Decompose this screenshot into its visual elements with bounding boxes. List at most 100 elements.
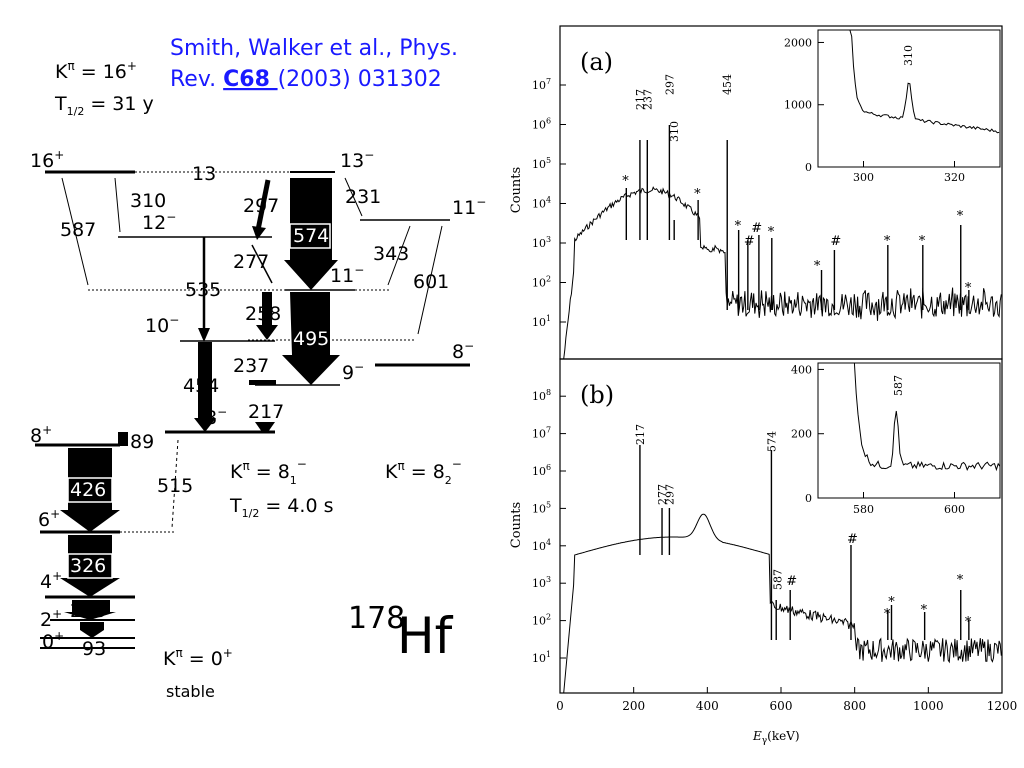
level-lines bbox=[35, 170, 470, 649]
transition-label-515: 515 bbox=[157, 475, 193, 497]
transition-515-arrow bbox=[171, 439, 179, 529]
peak-marker: * bbox=[814, 259, 821, 274]
transition-310-arrow bbox=[114, 177, 121, 233]
isotope-symbol: Hf bbox=[397, 607, 454, 665]
transition-343-arrow bbox=[387, 225, 411, 286]
transition-426-arrow bbox=[60, 448, 120, 532]
peak-marker: # bbox=[744, 234, 755, 249]
level-label-0plus: 0+ bbox=[42, 629, 64, 653]
transition-277-arrow bbox=[251, 244, 273, 284]
transition-label-535: 535 bbox=[185, 279, 221, 301]
y-tick-label: 103 bbox=[532, 235, 551, 250]
transition-label-326: 326 bbox=[70, 555, 106, 577]
panel-a-ylabel: Counts bbox=[509, 167, 524, 213]
transition-237-arrow bbox=[249, 380, 276, 385]
level-label-11minus-a: 11− bbox=[330, 263, 364, 287]
transition-label-495: 495 bbox=[293, 328, 329, 350]
y-tick-label: 106 bbox=[532, 117, 551, 132]
transition-arrows bbox=[60, 177, 443, 638]
inset-y-tick: 200 bbox=[791, 428, 812, 441]
reference-line-2: Rev. C68 (2003) 031302 bbox=[170, 67, 442, 92]
transition-label-213: 213 bbox=[70, 600, 106, 622]
transition-326-arrow bbox=[60, 535, 120, 597]
transition-454-arrow bbox=[194, 342, 216, 432]
transition-label-277: 277 bbox=[233, 251, 269, 273]
transition-93-arrow bbox=[80, 622, 104, 638]
level-label-13minus: 13− bbox=[340, 148, 374, 172]
peak-label: 217 bbox=[634, 424, 647, 445]
peak-label: 587 bbox=[771, 569, 784, 590]
y-tick-label: 102 bbox=[532, 613, 551, 628]
y-tick-label: 105 bbox=[532, 500, 551, 515]
transition-213-arrow bbox=[64, 600, 116, 620]
panel-a-inset-ticks: 0 1000 2000 300 320 bbox=[784, 36, 965, 184]
x-tick-label: 400 bbox=[696, 699, 719, 713]
panel-b-spectrum-line bbox=[562, 513, 1002, 694]
reference-rev: Rev. bbox=[170, 67, 223, 92]
y-tick-label: 106 bbox=[532, 463, 551, 478]
isomer-8-1-k-label: Kπ = 81− bbox=[230, 457, 307, 487]
panel-b-inset-peak-label: 587 bbox=[892, 375, 905, 396]
isomer-16-half-life: T1/2 = 31 y bbox=[54, 93, 154, 118]
level-label-4plus: 4+ bbox=[40, 569, 62, 593]
panel-a-inset-peak-label: 310 bbox=[902, 45, 915, 66]
panel-b-y-ticks: 101 102 103 104 105 106 107 108 bbox=[532, 388, 566, 665]
transition-574-arrow bbox=[284, 178, 338, 290]
y-tick-label: 102 bbox=[532, 275, 551, 290]
transition-89-arrow bbox=[118, 432, 128, 446]
isomer-16-k-label: Kπ = 16+ bbox=[55, 59, 137, 83]
panel-a-markers: ***## **# * *** bbox=[622, 174, 972, 296]
panel-b-ylabel: Counts bbox=[509, 502, 524, 548]
level-label-2plus: 2+ bbox=[40, 607, 62, 631]
peak-marker: # bbox=[847, 532, 858, 547]
transition-labels: 13 310 587 297 574 231 277 343 601 535 2… bbox=[60, 163, 449, 660]
transition-label-343: 343 bbox=[373, 243, 409, 265]
peak-marker: * bbox=[957, 209, 964, 224]
transition-label-297: 297 bbox=[243, 195, 279, 217]
transition-label-587: 587 bbox=[60, 219, 96, 241]
transition-258-arrow bbox=[256, 292, 278, 340]
panel-b-inset-frame bbox=[817, 362, 1001, 499]
level-label-8plus: 8+ bbox=[30, 423, 52, 447]
peak-marker: # bbox=[786, 574, 797, 589]
transition-label-13: 13 bbox=[192, 163, 216, 185]
panel-b-tag: (b) bbox=[580, 381, 614, 409]
reference-line-1: Smith, Walker et al., Phys. bbox=[170, 36, 458, 61]
x-tick-label: 1000 bbox=[913, 699, 944, 713]
peak-marker: # bbox=[830, 234, 841, 249]
peak-marker: * bbox=[735, 219, 742, 234]
peak-marker: * bbox=[957, 573, 964, 588]
isotope-mass-number: 178 bbox=[348, 601, 405, 636]
peak-marker: # bbox=[751, 221, 762, 236]
panel-b-inset-line bbox=[853, 362, 1001, 472]
y-tick-label: 101 bbox=[532, 314, 551, 329]
peak-marker: * bbox=[965, 281, 972, 296]
transition-label-454: 454 bbox=[183, 375, 219, 397]
y-tick-label: 107 bbox=[532, 77, 551, 92]
y-tick-label: 101 bbox=[532, 650, 551, 665]
x-axis-ticks: 0 200 400 600 800 1000 1200 bbox=[556, 687, 1017, 713]
level-label-9minus: 9− bbox=[342, 360, 364, 384]
transition-label-237: 237 bbox=[233, 355, 269, 377]
x-axis-label: Eγ(keV) bbox=[752, 729, 800, 746]
peak-label: 574 bbox=[765, 431, 778, 452]
inset-x-tick: 300 bbox=[853, 171, 874, 184]
inset-x-tick: 580 bbox=[853, 503, 874, 516]
transition-217-arrow bbox=[255, 422, 275, 432]
level-label-11minus-b: 11− bbox=[452, 195, 486, 219]
inset-x-tick: 600 bbox=[944, 503, 965, 516]
level-label-12minus: 12− bbox=[142, 210, 176, 234]
panel-b-markers: ##***** bbox=[786, 532, 972, 630]
panel-a-y-ticks: 101 102 103 104 105 106 107 bbox=[532, 77, 566, 329]
reference-volume: C68 bbox=[223, 67, 277, 92]
level-label-10minus: 10− bbox=[145, 313, 179, 337]
transition-label-574: 574 bbox=[293, 225, 329, 247]
transition-587-arrow bbox=[61, 177, 89, 286]
transition-label-426: 426 bbox=[70, 479, 106, 501]
isomer-0-k-label: Kπ = 0+ bbox=[163, 646, 233, 670]
transition-495-arrow bbox=[282, 292, 340, 385]
panel-a-inset-line bbox=[849, 29, 1000, 134]
peak-label: 217 bbox=[634, 89, 647, 110]
